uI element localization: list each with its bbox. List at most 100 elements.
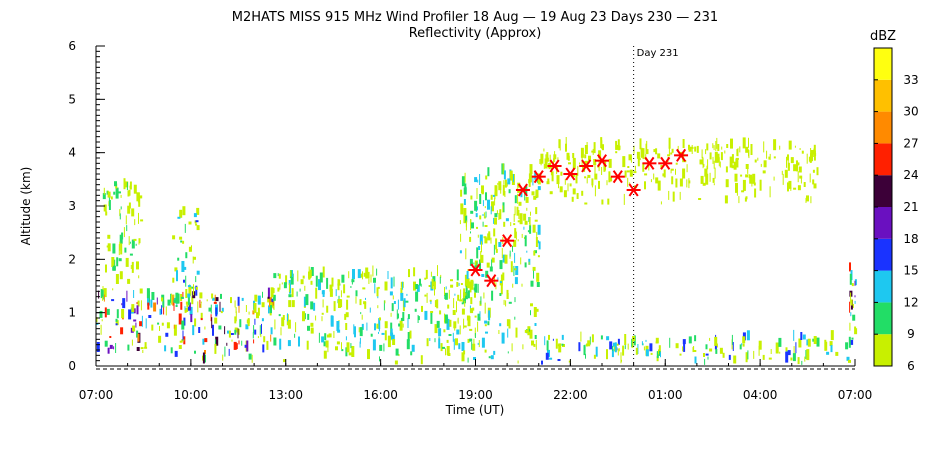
echo-cell xyxy=(363,272,367,277)
echo-cell xyxy=(337,279,340,291)
echo-cell xyxy=(420,355,423,365)
echo-cell xyxy=(532,224,536,233)
echo-cell xyxy=(683,341,686,352)
echo-cell xyxy=(463,215,467,224)
echo-cell xyxy=(526,250,528,253)
echo-cell xyxy=(495,248,498,253)
echo-cell xyxy=(507,178,511,185)
echo-cell xyxy=(849,322,851,331)
echo-cell xyxy=(268,305,270,314)
echo-cell xyxy=(518,210,520,219)
echo-cell xyxy=(415,284,419,289)
colorbar-swatch xyxy=(874,334,892,366)
echo-cell xyxy=(123,178,126,190)
echo-cell xyxy=(221,307,224,312)
echo-cell xyxy=(763,160,767,168)
echo-cell xyxy=(655,177,659,184)
echo-cell xyxy=(502,205,504,213)
echo-cell xyxy=(606,349,608,360)
echo-cell xyxy=(129,181,132,190)
echo-cell xyxy=(111,299,115,302)
echo-cell xyxy=(410,351,413,356)
echo-cell xyxy=(502,202,505,213)
echo-cell xyxy=(384,300,386,304)
echo-cell xyxy=(691,146,694,149)
echo-cell xyxy=(693,350,697,352)
echo-cell xyxy=(565,137,567,148)
echo-cell xyxy=(139,321,143,327)
echo-cell xyxy=(180,301,183,310)
echo-cell xyxy=(452,332,454,342)
echo-cell xyxy=(509,170,513,181)
echo-cell xyxy=(534,170,537,180)
echo-cell xyxy=(305,294,309,306)
echo-cell xyxy=(471,341,473,350)
echo-cell xyxy=(779,145,781,150)
echo-cell xyxy=(481,337,485,348)
echo-cell xyxy=(541,360,543,365)
echo-cell xyxy=(136,261,139,270)
echo-cell xyxy=(185,307,189,312)
echo-cell xyxy=(175,292,179,304)
echo-cell xyxy=(561,334,564,340)
echo-cell xyxy=(142,350,144,353)
echo-cell xyxy=(290,270,292,277)
echo-cell xyxy=(508,319,511,329)
echo-cell xyxy=(445,348,446,356)
echo-cell xyxy=(524,329,528,333)
echo-cell xyxy=(173,324,175,329)
echo-cell xyxy=(539,159,541,164)
echo-cell xyxy=(362,271,363,280)
echo-cell xyxy=(469,338,473,342)
echo-cell xyxy=(303,296,306,307)
echo-cell xyxy=(702,182,706,186)
echo-cell xyxy=(120,243,123,255)
echo-cell xyxy=(353,324,355,335)
echo-cell xyxy=(134,219,136,226)
echo-cell xyxy=(662,173,666,177)
echo-cell xyxy=(725,179,729,188)
echo-cell xyxy=(213,301,217,304)
echo-cell xyxy=(498,181,502,191)
echo-cell xyxy=(448,289,450,299)
echo-cell xyxy=(495,238,498,250)
bl-height-markers xyxy=(468,148,689,288)
echo-cell xyxy=(398,354,400,357)
echo-cell xyxy=(706,143,709,151)
echo-cell xyxy=(479,194,482,204)
echo-cell xyxy=(200,303,202,308)
echo-cell xyxy=(556,166,559,169)
echo-cell xyxy=(227,330,230,334)
echo-cell xyxy=(470,297,473,305)
echo-cell xyxy=(790,157,794,164)
echo-cell xyxy=(185,275,187,287)
echo-cell xyxy=(749,174,753,184)
echo-cell xyxy=(586,177,588,184)
echo-cell xyxy=(807,354,810,357)
echo-cell xyxy=(519,213,523,225)
echo-cell xyxy=(497,182,499,185)
echo-cell xyxy=(288,280,291,285)
echo-cell xyxy=(294,333,296,338)
bl-height-marker xyxy=(468,263,483,277)
echo-cell xyxy=(322,299,324,308)
echo-cell xyxy=(438,336,440,339)
echo-cell xyxy=(115,187,119,199)
echo-cell xyxy=(191,286,195,289)
echo-cell xyxy=(584,145,588,154)
echo-cell xyxy=(763,141,765,153)
echo-cell xyxy=(348,271,350,279)
echo-cell xyxy=(581,190,584,196)
echo-cell xyxy=(198,327,201,333)
echo-cell xyxy=(215,307,218,317)
echo-cell xyxy=(534,219,538,222)
echo-cell xyxy=(133,184,137,194)
echo-cell xyxy=(131,239,135,249)
echo-cell xyxy=(173,301,175,311)
bl-height-marker xyxy=(642,156,657,170)
echo-cell xyxy=(799,175,803,179)
echo-cell xyxy=(310,322,314,327)
echo-cell xyxy=(514,252,516,263)
echo-cell xyxy=(273,273,277,279)
